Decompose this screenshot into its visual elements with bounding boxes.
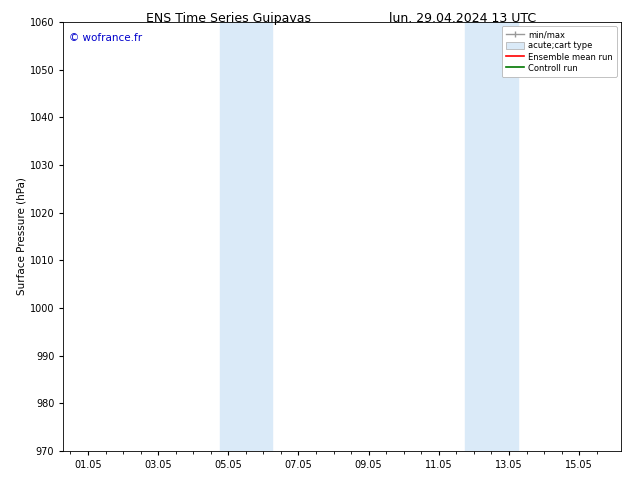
Text: ENS Time Series Guipavas: ENS Time Series Guipavas [146,12,311,25]
Bar [219,22,272,451]
Bar [465,22,518,451]
Text: lun. 29.04.2024 13 UTC: lun. 29.04.2024 13 UTC [389,12,536,25]
Text: © wofrance.fr: © wofrance.fr [69,33,142,43]
Y-axis label: Surface Pressure (hPa): Surface Pressure (hPa) [17,177,27,295]
Legend: min/max, acute;cart type, Ensemble mean run, Controll run: min/max, acute;cart type, Ensemble mean … [501,26,617,77]
